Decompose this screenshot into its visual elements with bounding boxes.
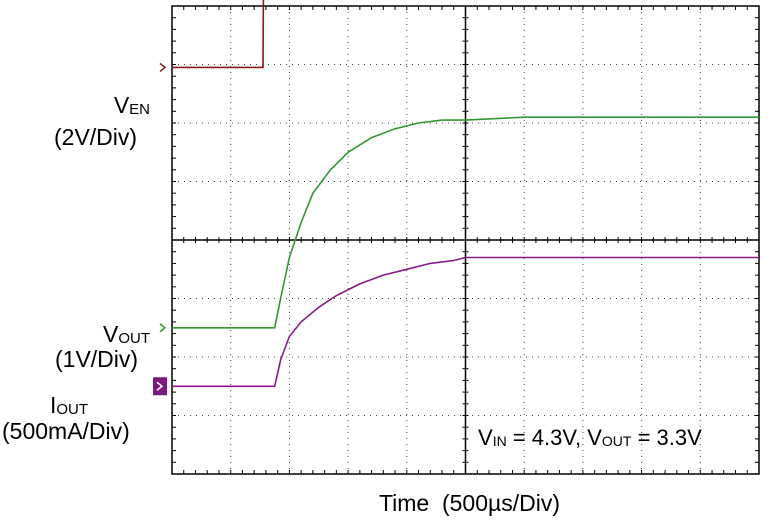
- iout-marker-chevron: [156, 381, 164, 391]
- vout-scale-label: (1V/Div): [55, 346, 139, 372]
- ven-label-sub: EN: [129, 101, 150, 118]
- conditions-annotation: VIN = 4.3V, VOUT = 3.3V: [478, 425, 702, 451]
- ven-trace: [172, 0, 265, 69]
- vout-value: = 3.3V: [631, 425, 702, 450]
- vout-main: V: [587, 425, 602, 450]
- x-axis-unit: Time: [378, 490, 430, 516]
- x-axis-label: Time (500µs/Div): [0, 490, 781, 517]
- iout-scale-label: (500mA/Div): [2, 418, 130, 444]
- channel-markers: [153, 62, 167, 396]
- vout-trace: [172, 116, 759, 329]
- vin-main: V: [478, 425, 493, 450]
- iout-label-main: I: [50, 392, 57, 418]
- vout-label-sub: OUT: [118, 330, 150, 347]
- vout-label: VOUT: [40, 321, 150, 352]
- traces: [172, 0, 759, 388]
- iout-label: IOUT: [50, 392, 88, 423]
- vin-sub: IN: [492, 433, 507, 449]
- ven-label: VEN: [40, 92, 150, 123]
- iout-trace: [172, 256, 759, 388]
- ven-scale-label: (2V/Div): [54, 124, 138, 150]
- vout-label-main: V: [102, 321, 119, 347]
- vout-sub: OUT: [601, 433, 632, 449]
- vout-marker: [159, 323, 167, 333]
- vin-value: = 4.3V,: [506, 425, 582, 450]
- ven-label-main: V: [113, 92, 130, 118]
- grid: [171, 5, 760, 475]
- x-axis-scale: (500µs/Div): [441, 490, 561, 516]
- iout-marker: [153, 377, 167, 396]
- ven-marker: [159, 62, 167, 73]
- iout-label-sub: OUT: [56, 401, 89, 418]
